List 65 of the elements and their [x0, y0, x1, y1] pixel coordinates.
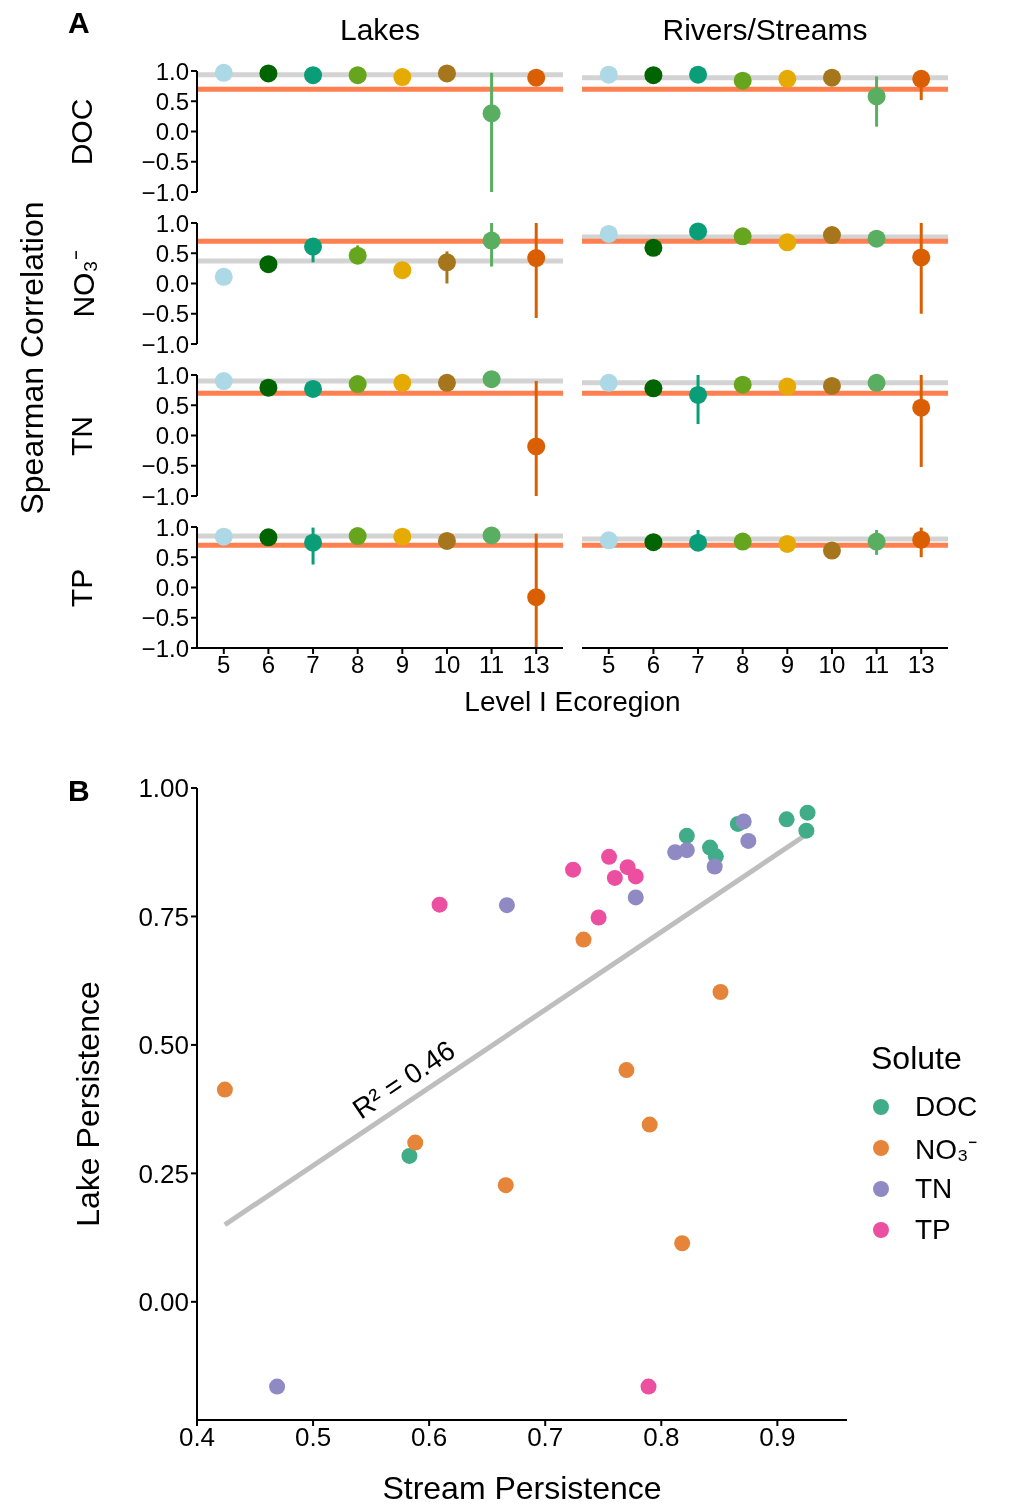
y-tick-label: −1.0 — [141, 178, 189, 206]
x-tick-label: 13 — [907, 651, 935, 679]
y-tick-label: 0.0 — [155, 270, 189, 298]
x-tick-label: 0.8 — [643, 1422, 680, 1453]
x-tick-label: 7 — [691, 651, 705, 679]
y-axis-title: DOC — [65, 98, 99, 165]
legend-label: TN — [915, 1173, 953, 1205]
x-tick-label: 9 — [395, 651, 409, 679]
y-tick-label: −1.0 — [141, 330, 189, 358]
x-tick-label: 5 — [217, 651, 231, 679]
y-axis-title: TN — [65, 415, 99, 456]
chart-title: Rivers/Streams — [661, 13, 869, 47]
y-tick-label: 0.50 — [138, 1030, 189, 1061]
y-tick-label: 1.0 — [155, 361, 189, 389]
legend-label: DOC — [915, 1091, 978, 1123]
text: Spearman Correlation — [13, 201, 51, 515]
text: B — [68, 774, 90, 808]
y-tick-label: −0.5 — [141, 300, 189, 328]
x-tick-label: 11 — [479, 651, 505, 679]
x-axis-title: Stream Persistence — [381, 1470, 663, 1507]
x-tick-label: 6 — [646, 651, 661, 679]
y-tick-label: −1.0 — [141, 634, 189, 662]
x-tick-label: 0.6 — [411, 1422, 448, 1453]
y-tick-label: 0.75 — [138, 901, 189, 932]
x-tick-label: 7 — [306, 651, 320, 679]
x-tick-label: 9 — [780, 651, 794, 679]
legend-title: Solute — [871, 1039, 963, 1077]
y-tick-label: 0.00 — [138, 1287, 189, 1318]
y-tick-label: 0.5 — [155, 239, 189, 267]
legend-label: NO₃⁻ — [915, 1133, 978, 1167]
y-tick-label: 0.5 — [155, 391, 189, 419]
x-tick-label: 0.4 — [178, 1422, 216, 1453]
y-tick-label: −1.0 — [141, 482, 189, 510]
legend-label: TP — [915, 1214, 951, 1246]
x-axis-title: Level I Ecoregion — [463, 686, 682, 718]
y-tick-label: −0.5 — [141, 148, 189, 176]
y-tick-label: 1.0 — [155, 57, 189, 85]
y-tick-label: 0.5 — [155, 543, 189, 571]
x-tick-label: 5 — [602, 651, 616, 679]
y-axis-title: NO₃⁻ — [65, 249, 101, 318]
x-tick-label: 0.9 — [759, 1422, 796, 1453]
y-tick-label: 0.0 — [155, 574, 189, 602]
y-tick-label: 0.0 — [155, 422, 189, 450]
y-tick-label: 1.0 — [155, 513, 189, 541]
x-tick-label: 8 — [736, 651, 750, 679]
x-tick-label: 8 — [351, 651, 365, 679]
y-tick-label: 0.0 — [155, 118, 189, 146]
annotation: R² = 0.46 — [346, 1034, 462, 1126]
x-tick-label: 10 — [818, 651, 846, 679]
y-tick-label: 0.25 — [138, 1158, 189, 1189]
y-tick-label: −0.5 — [141, 452, 189, 480]
x-tick-label: 11 — [864, 651, 890, 679]
y-axis-title: TP — [65, 568, 99, 607]
y-tick-label: 1.00 — [138, 773, 189, 804]
y-tick-label: 0.5 — [155, 87, 189, 115]
x-tick-label: 13 — [522, 651, 550, 679]
x-tick-label: 10 — [433, 651, 461, 679]
chart-title: Lakes — [338, 13, 422, 47]
x-tick-label: 6 — [261, 651, 276, 679]
x-tick-label: 0.7 — [527, 1422, 564, 1453]
y-tick-label: 1.0 — [155, 209, 189, 237]
x-tick-label: 0.5 — [294, 1422, 332, 1453]
y-axis-title: Lake Persistence — [69, 981, 107, 1227]
text: A — [68, 6, 90, 40]
y-tick-label: −0.5 — [141, 604, 189, 632]
